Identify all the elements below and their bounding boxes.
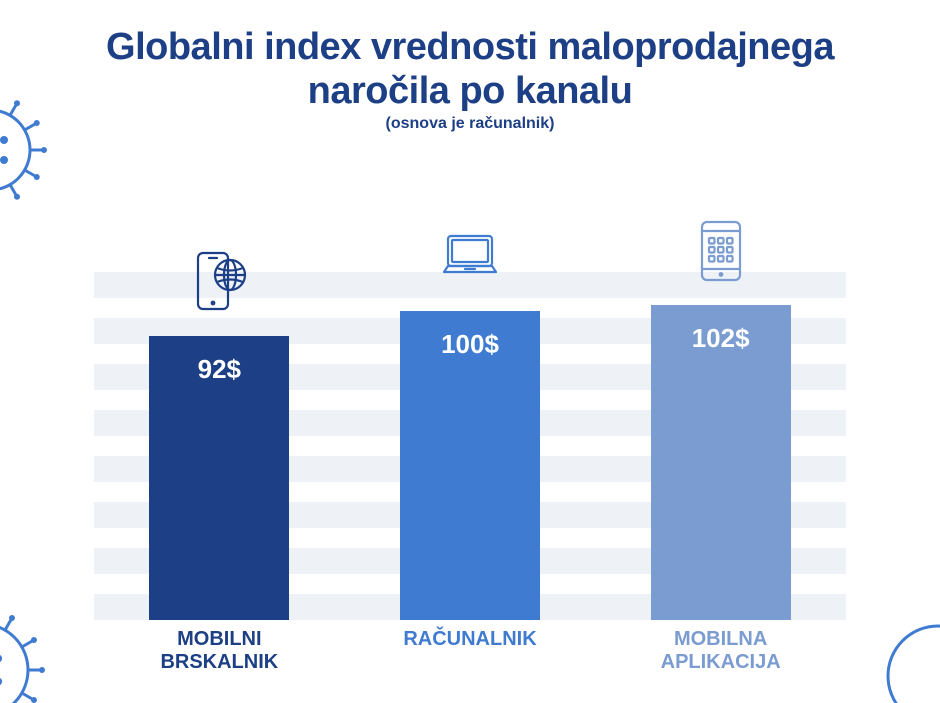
android-decor-icon (0, 601, 51, 703)
infographic-root: Globalni index vrednosti maloprodajnega … (0, 0, 940, 703)
title-block: Globalni index vrednosti maloprodajnega … (0, 26, 940, 133)
bar-column: 100$ (400, 311, 540, 620)
bar-value: 102$ (651, 323, 791, 354)
bar-column: 102$ (651, 305, 791, 620)
laptop-icon (435, 222, 505, 297)
bar: 92$ (149, 336, 289, 620)
android-decor-icon (863, 601, 940, 703)
bar: 100$ (400, 311, 540, 620)
chart-title-line2: naročila po kanalu (0, 70, 940, 114)
bar-label: MOBILNA APLIKACIJA (651, 628, 791, 674)
chart-title-line1: Globalni index vrednosti maloprodajnega (0, 26, 940, 70)
chart-bars: 92$ 100$ 102$ (94, 280, 846, 620)
bar-label: MOBILNI BRSKALNIK (149, 628, 289, 674)
bar-chart: 92$ 100$ 102$ (94, 280, 846, 620)
phone-grid-icon (686, 216, 756, 291)
phone-globe-icon (184, 247, 254, 322)
bar-label: RAČUNALNIK (400, 628, 540, 674)
bar-column: 92$ (149, 336, 289, 620)
chart-labels: MOBILNI BRSKALNIK RAČUNALNIK MOBILNA APLIK… (94, 628, 846, 674)
bar-value: 100$ (400, 329, 540, 360)
chart-subtitle: (osnova je računalnik) (0, 115, 940, 133)
bar-value: 92$ (149, 354, 289, 385)
bar: 102$ (651, 305, 791, 620)
